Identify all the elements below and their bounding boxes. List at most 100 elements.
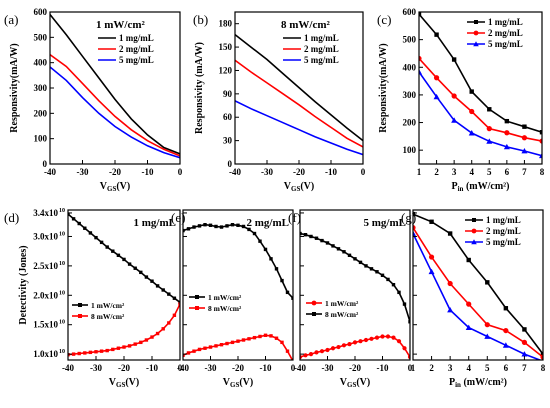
series-line-1 (413, 227, 543, 358)
series-group (419, 12, 542, 159)
y-tick-label: 200 (403, 118, 417, 128)
data-point-0-20 (178, 300, 180, 305)
data-point-1-1 (186, 351, 191, 355)
x-tick-label: 1 (417, 167, 422, 177)
data-point-1-12 (133, 342, 137, 346)
y-tick-label: 30 (223, 136, 233, 146)
data-point-1-20 (408, 320, 410, 324)
data-point-1-0 (183, 353, 185, 357)
y-tick-label: 0 (228, 159, 233, 169)
data-point-1-4 (88, 350, 93, 355)
legend-label-1: 2 mg/mL (119, 44, 154, 54)
legend: 1 mg/mL2 mg/mL5 mg/mL (467, 17, 523, 49)
series-group (413, 211, 543, 360)
data-point-1-4 (486, 126, 492, 132)
data-point-0-4 (88, 231, 93, 235)
y-tick-label: 2.0x10 (33, 290, 58, 300)
legend: 1 mW/cm² 8 mW/cm² (189, 293, 242, 313)
data-point-2-5 (502, 342, 509, 348)
data-point-1-9 (230, 340, 235, 345)
data-point-0-1 (434, 32, 439, 37)
legend-marker-1 (195, 306, 199, 310)
data-point-0-19 (285, 290, 290, 295)
x-tick-label: -40 (229, 167, 241, 177)
data-point-1-16 (386, 277, 390, 282)
legend-marker-1 (473, 30, 479, 36)
data-point-1-2 (447, 280, 453, 287)
panel-c: 1 2 3 4 5 6 7 8 100 200 300 400 500 600 Pin (mW/cm²) Re… (377, 7, 545, 193)
y-tick-label: 3.0x10 (33, 231, 58, 241)
data-point-0-6 (522, 327, 527, 332)
data-point-0-7 (540, 351, 543, 357)
x-axis-label: VGS(V) (340, 377, 370, 389)
data-point-0-7 (336, 344, 341, 350)
x-tick-label: 0 (178, 363, 183, 373)
data-point-0-2 (77, 221, 81, 226)
x-tick-label: -10 (260, 363, 272, 373)
data-point-0-5 (208, 223, 213, 227)
legend-marker-1 (471, 228, 477, 234)
data-point-0-0 (68, 212, 70, 216)
data-point-1-3 (83, 351, 87, 355)
x-tick-label: 0 (408, 363, 413, 373)
x-tick-label: 1 (411, 363, 416, 373)
plot-frame (412, 209, 544, 361)
data-point-1-14 (144, 338, 149, 342)
panel-letter: (a) (4, 12, 18, 27)
panel-g: 1 2 3 4 5 6 7 8 Pin (mW/cm²) (g) 1 mg/mL2 mg/mL5 m… (401, 209, 546, 389)
x-tick-label: -10 (325, 167, 337, 177)
plot-frame (418, 11, 543, 165)
panel-letter: (g) (401, 210, 416, 225)
data-point-0-17 (391, 335, 396, 340)
data-point-1-11 (241, 338, 246, 342)
x-tick-label: 3 (448, 363, 453, 373)
data-point-0-5 (503, 306, 509, 311)
x-tick-label: 4 (469, 167, 474, 177)
data-point-0-12 (247, 227, 251, 232)
series-line-2 (413, 233, 543, 360)
data-point-1-11 (127, 344, 132, 348)
legend-label-0: 1 mW/cm² (91, 301, 125, 310)
panel-letter: (e) (171, 210, 185, 225)
y-tick-label: 90 (223, 89, 233, 99)
data-point-2-1 (428, 268, 435, 275)
data-point-0-15 (380, 334, 385, 339)
plot-frame (67, 209, 181, 361)
data-point-1-4 (484, 322, 490, 328)
data-point-2-3 (465, 324, 472, 331)
data-point-1-7 (336, 247, 341, 251)
data-point-0-8 (111, 249, 115, 253)
y-tick-exponent: 10 (59, 320, 65, 326)
data-point-1-0 (300, 231, 302, 236)
data-point-1-15 (380, 273, 385, 277)
data-point-0-10 (236, 223, 240, 227)
series-group (68, 212, 180, 357)
x-axis-label: Pin (mW/cm²) (449, 377, 507, 389)
x-tick-label: 7 (522, 363, 527, 373)
x-tick-label: -40 (294, 363, 306, 373)
data-point-2-1 (433, 93, 440, 100)
data-point-0-0 (183, 228, 185, 233)
x-tick-label: -10 (146, 363, 158, 373)
data-point-1-18 (280, 340, 284, 345)
data-point-2-4 (486, 138, 493, 144)
data-point-0-20 (291, 296, 293, 300)
data-point-0-6 (99, 240, 104, 245)
data-point-1-16 (155, 331, 160, 336)
data-point-0-13 (252, 231, 257, 236)
y-tick-label: 0 (43, 159, 48, 169)
legend-label-0: 1 mg/mL (304, 33, 339, 43)
y-tick-label: 100 (34, 134, 48, 144)
data-point-0-13 (139, 270, 143, 275)
data-point-1-1 (428, 254, 435, 260)
data-point-0-18 (280, 278, 284, 283)
x-tick-label: -20 (349, 363, 361, 373)
x-axis-label: VGS(V) (109, 377, 139, 389)
legend-label-2: 5 mg/mL (488, 39, 523, 49)
data-point-0-19 (402, 346, 407, 351)
y-axis-label: Detectivity (Jones) (18, 245, 29, 324)
data-point-0-7 (219, 225, 224, 229)
legend-label-0: 1 mg/mL (488, 17, 523, 27)
data-point-1-8 (342, 250, 346, 254)
data-point-0-7 (105, 245, 109, 249)
